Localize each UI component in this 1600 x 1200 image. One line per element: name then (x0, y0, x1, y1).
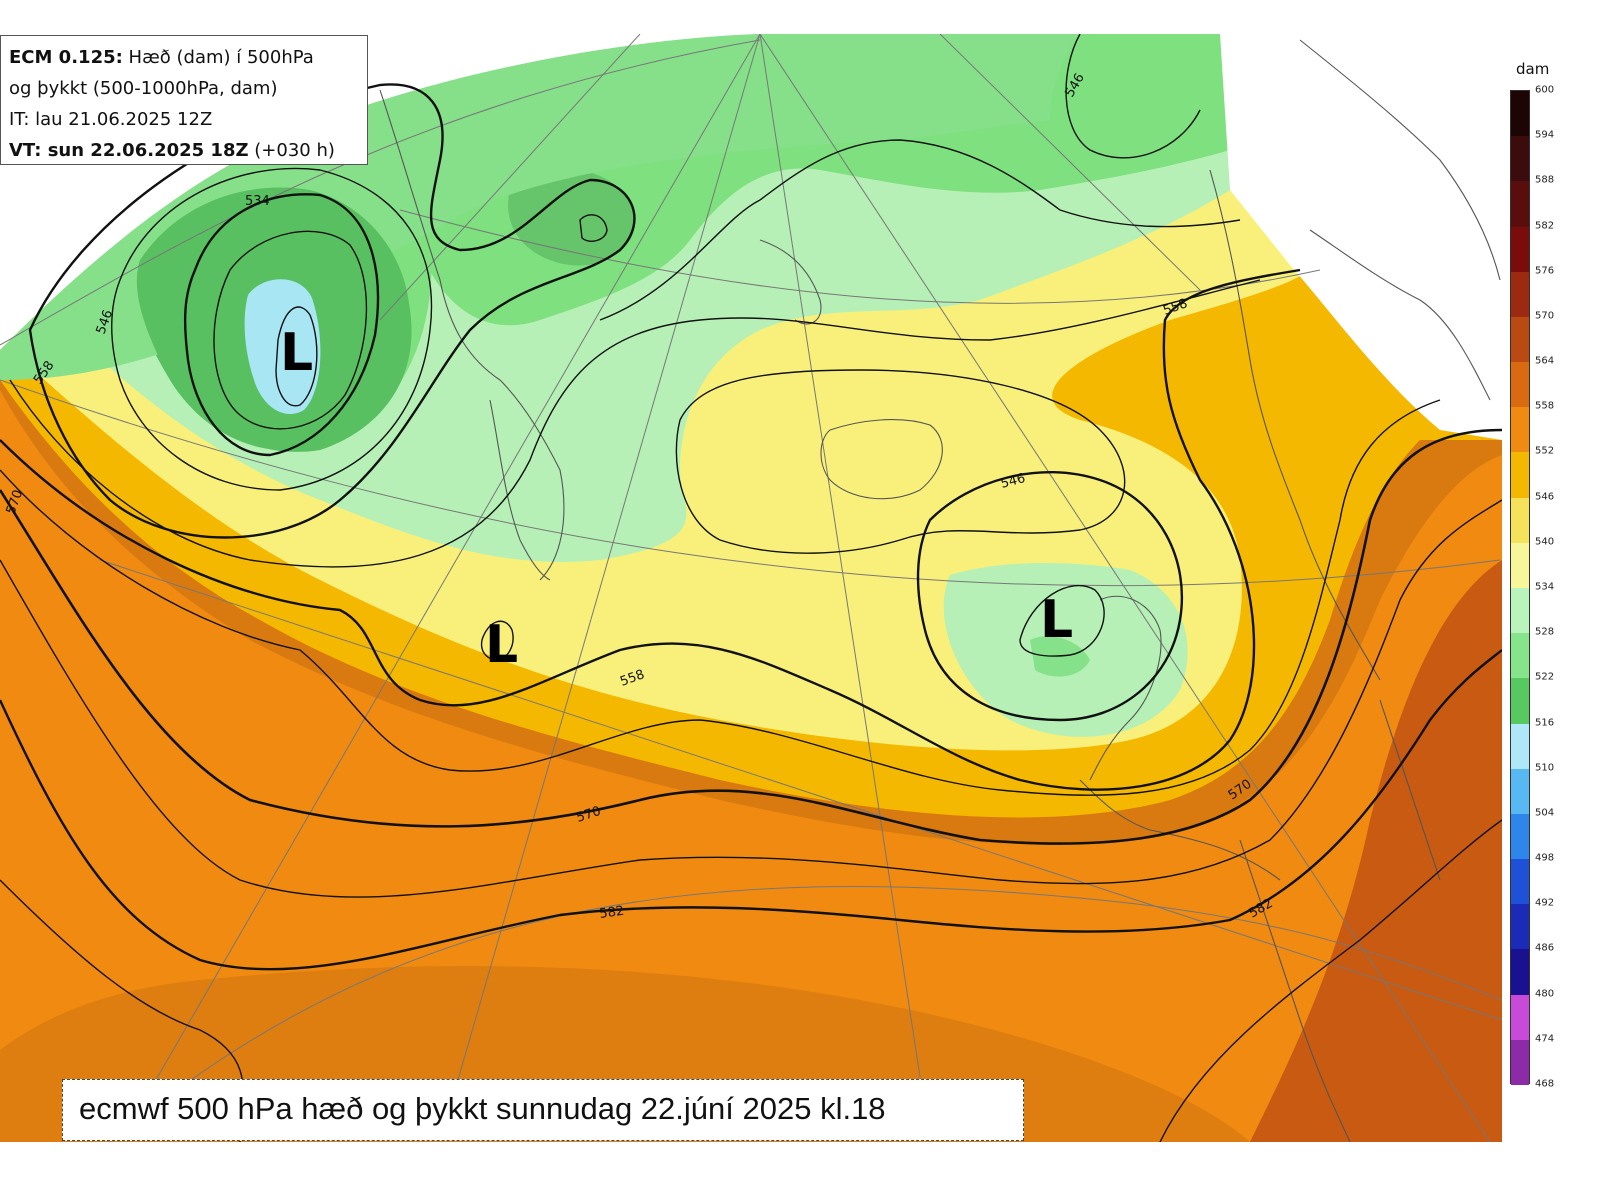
colorbar-segment (1511, 859, 1529, 905)
contour-535 (579, 214, 608, 242)
contour-label: 534 (245, 194, 270, 209)
low-marker: L (485, 615, 518, 675)
colorbar-tick-label: 546 (1535, 491, 1555, 503)
colorbar-tick-label: 510 (1535, 762, 1555, 774)
colorbar-segment (1511, 316, 1529, 363)
weather-map: 534 546 558 570 546 558 546 558 570 582 … (0, 34, 1502, 1142)
low-marker: L (280, 323, 313, 383)
valid-time: VT: sun 22.06.2025 18Z (9, 140, 249, 161)
height-contours (0, 34, 1502, 1142)
thickness-shading-570 (0, 390, 1502, 1142)
contour-label: 546 (999, 471, 1027, 492)
colorbar-unit: dam (1516, 60, 1550, 78)
colorbar (1510, 90, 1530, 1086)
thickness-shading-534-b (508, 168, 636, 266)
contour-554-low (480, 620, 514, 661)
graticule (0, 34, 1502, 1142)
contour-552-b (599, 139, 1241, 321)
contour-546-west (28, 83, 636, 539)
colorbar-tick-label: 534 (1535, 581, 1555, 593)
colorbar-segment (1511, 407, 1529, 453)
colorbar-tick-label: 504 (1535, 807, 1555, 819)
low-marker: L (1040, 590, 1073, 650)
contour-540-east (1019, 584, 1105, 657)
colorbar-tick-label: 540 (1535, 536, 1555, 548)
colorbar-segment (1511, 136, 1529, 182)
contour-528 (275, 306, 318, 407)
contour-546-east (916, 470, 1184, 722)
field-label: Hæð (dam) í 500hPa (122, 47, 314, 68)
colorbar-tick-label: 558 (1535, 400, 1555, 412)
colorbar-tick-label: 600 (1535, 84, 1555, 96)
colorbar-segment (1511, 497, 1529, 544)
info-line-2: og þykkt (500-1000hPa, dam) (9, 78, 278, 99)
colorbar-segment (1511, 723, 1529, 770)
colorbar-segment (1511, 91, 1529, 137)
colorbar-segment (1511, 813, 1529, 860)
forecast-hour: (+030 h) (248, 140, 335, 161)
colorbar-tick-label: 582 (1535, 220, 1555, 232)
coastlines (379, 39, 1501, 1142)
contour-546-ne (1065, 34, 1201, 159)
colorbar-segment (1511, 542, 1529, 589)
colorbar-segment (1511, 994, 1529, 1041)
colorbar-segment (1511, 633, 1529, 679)
contour-550-central (675, 369, 1126, 554)
contour-582 (0, 649, 1502, 971)
no-data-area (1220, 34, 1502, 440)
colorbar-tick-label: 474 (1535, 1033, 1555, 1045)
colorbar-segment (1511, 452, 1529, 499)
colorbar-tick-label: 498 (1535, 852, 1555, 864)
colorbar-segment (1511, 678, 1529, 725)
colorbar-tick-label: 570 (1535, 310, 1555, 322)
colorbar-segment (1511, 588, 1529, 634)
contour-576 (0, 499, 1502, 898)
caption: ecmwf 500 hPa hæð og þykkt sunnudag 22.j… (62, 1079, 1024, 1141)
contour-564 (0, 399, 1441, 796)
colorbar-tick-label: 528 (1535, 626, 1555, 638)
colorbar-tick-label: 492 (1535, 897, 1555, 909)
contour-588-b (1159, 819, 1502, 1142)
colorbar-segment (1511, 1039, 1529, 1086)
colorbar-tick-label: 576 (1535, 265, 1555, 277)
colorbar-tick-label: 468 (1535, 1078, 1555, 1090)
contour-label: 570 (575, 804, 603, 826)
colorbar-segment (1511, 181, 1529, 228)
colorbar-tick-label: 486 (1535, 942, 1555, 954)
contour-570 (0, 428, 1502, 845)
colorbar-segment (1511, 949, 1529, 996)
colorbar-segment (1511, 226, 1529, 273)
colorbar-tick-label: 564 (1535, 355, 1555, 367)
info-line-4: VT: sun 22.06.2025 18Z (+030 h) (9, 135, 359, 166)
colorbar-tick-label: 552 (1535, 445, 1555, 457)
colorbar-segment (1511, 271, 1529, 318)
colorbar-segment (1511, 904, 1529, 950)
thickness-shading-582 (1250, 560, 1502, 1142)
colorbar-tick-label: 522 (1535, 671, 1555, 683)
thickness-shading-528-nw2 (244, 279, 321, 415)
model-label: ECM 0.125: (9, 47, 123, 68)
colorbar-tick-label: 480 (1535, 988, 1555, 1000)
map-frame: 534 546 558 570 546 558 546 558 570 582 … (0, 34, 1502, 1142)
colorbar-tick-label: 588 (1535, 174, 1555, 186)
contour-558 (0, 268, 1301, 791)
contour-534 (183, 193, 380, 457)
info-box: ECM 0.125: Hæð (dam) í 500hPa og þykkt (… (0, 35, 368, 165)
contour-552 (9, 279, 1261, 568)
init-time: IT: lau 21.06.2025 12Z (9, 109, 213, 130)
contour-label: 582 (598, 904, 625, 922)
colorbar-tick-label: 516 (1535, 717, 1555, 729)
colorbar-tick-label: 594 (1535, 129, 1555, 141)
colorbar-segment (1511, 362, 1529, 408)
contour-540 (111, 167, 433, 491)
info-line-1: ECM 0.125: Hæð (dam) í 500hPa (9, 42, 359, 73)
colorbar-segment (1511, 768, 1529, 815)
contour-531 (213, 230, 368, 430)
